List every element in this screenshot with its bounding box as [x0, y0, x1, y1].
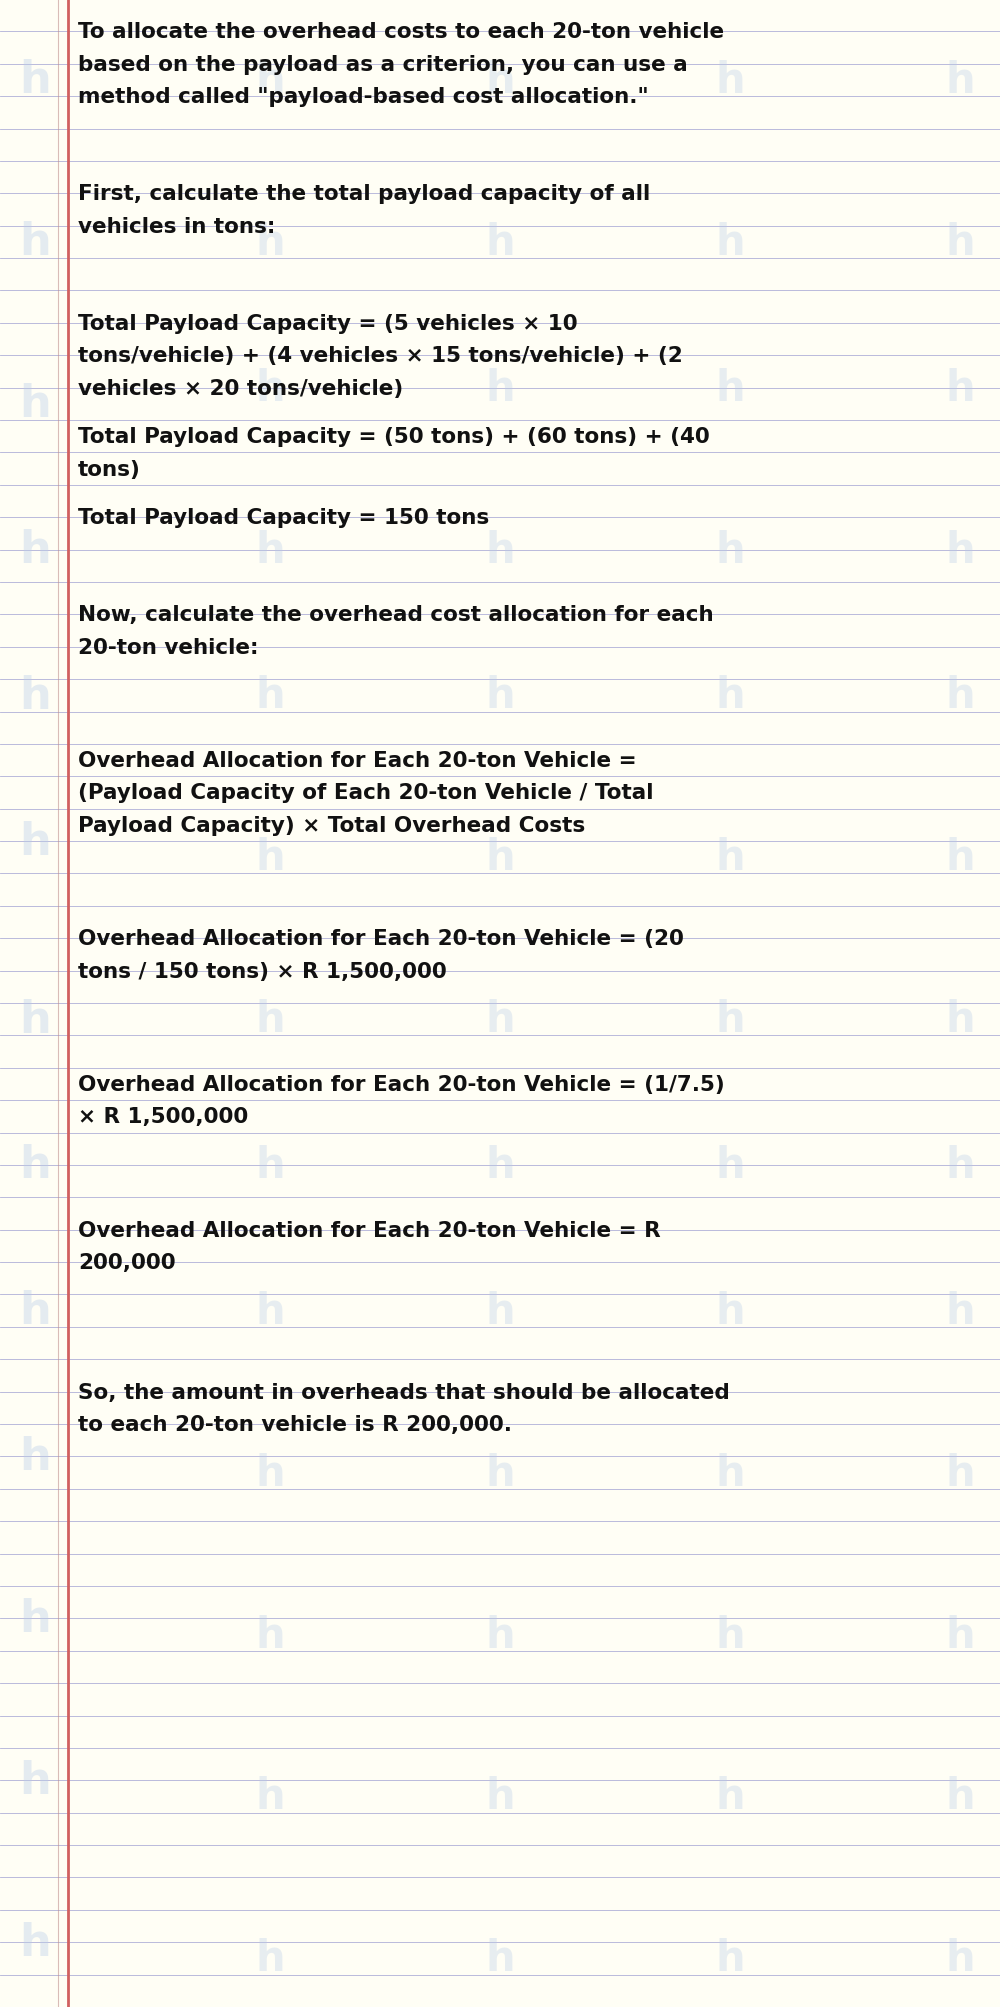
Text: h: h: [945, 1776, 975, 1818]
Text: h: h: [255, 999, 285, 1042]
Text: h: h: [255, 1144, 285, 1186]
Text: h: h: [945, 674, 975, 716]
Text: h: h: [19, 1144, 51, 1186]
Text: h: h: [485, 674, 515, 716]
Text: h: h: [19, 821, 51, 863]
Text: h: h: [945, 60, 975, 102]
Text: h: h: [715, 1776, 745, 1818]
Text: Overhead Allocation for Each 20-ton Vehicle = (1/7.5): Overhead Allocation for Each 20-ton Vehi…: [78, 1074, 725, 1094]
Text: h: h: [19, 221, 51, 265]
Text: h: h: [945, 530, 975, 572]
Text: h: h: [485, 1291, 515, 1333]
Text: h: h: [715, 1937, 745, 1979]
Text: So, the amount in overheads that should be allocated: So, the amount in overheads that should …: [78, 1383, 730, 1403]
Text: h: h: [19, 1758, 51, 1802]
Text: h: h: [485, 1451, 515, 1493]
Text: h: h: [715, 223, 745, 263]
Text: h: h: [19, 60, 51, 102]
Text: Overhead Allocation for Each 20-ton Vehicle =: Overhead Allocation for Each 20-ton Vehi…: [78, 751, 637, 771]
Text: h: h: [255, 674, 285, 716]
Text: h: h: [255, 1776, 285, 1818]
Text: h: h: [255, 367, 285, 409]
Text: h: h: [715, 1614, 745, 1656]
Text: h: h: [945, 367, 975, 409]
Text: h: h: [485, 223, 515, 263]
Text: h: h: [945, 1614, 975, 1656]
Text: h: h: [715, 837, 745, 879]
Text: h: h: [945, 1451, 975, 1493]
Text: based on the payload as a criterion, you can use a: based on the payload as a criterion, you…: [78, 54, 688, 74]
Text: h: h: [485, 1614, 515, 1656]
Text: method called "payload-based cost allocation.": method called "payload-based cost alloca…: [78, 86, 649, 106]
Text: h: h: [485, 60, 515, 102]
Text: Total Payload Capacity = (5 vehicles × 10: Total Payload Capacity = (5 vehicles × 1…: [78, 313, 578, 333]
Text: h: h: [945, 1291, 975, 1333]
Text: tons): tons): [78, 460, 141, 480]
Text: h: h: [485, 837, 515, 879]
Text: × R 1,500,000: × R 1,500,000: [78, 1106, 248, 1126]
Text: h: h: [945, 999, 975, 1042]
Text: Total Payload Capacity = 150 tons: Total Payload Capacity = 150 tons: [78, 508, 489, 528]
Text: h: h: [485, 999, 515, 1042]
Text: h: h: [945, 223, 975, 263]
Text: h: h: [945, 1937, 975, 1979]
Text: (Payload Capacity of Each 20-ton Vehicle / Total: (Payload Capacity of Each 20-ton Vehicle…: [78, 783, 654, 803]
Text: h: h: [255, 1614, 285, 1656]
Text: h: h: [485, 1144, 515, 1186]
Text: Now, calculate the overhead cost allocation for each: Now, calculate the overhead cost allocat…: [78, 604, 714, 624]
Text: h: h: [19, 1921, 51, 1963]
Text: h: h: [715, 530, 745, 572]
Text: tons/vehicle) + (4 vehicles × 15 tons/vehicle) + (2: tons/vehicle) + (4 vehicles × 15 tons/ve…: [78, 345, 683, 365]
Text: h: h: [715, 1291, 745, 1333]
Text: To allocate the overhead costs to each 20-ton vehicle: To allocate the overhead costs to each 2…: [78, 22, 724, 42]
Text: h: h: [19, 1435, 51, 1479]
Text: h: h: [19, 1598, 51, 1640]
Text: h: h: [945, 837, 975, 879]
Text: to each 20-ton vehicle is R 200,000.: to each 20-ton vehicle is R 200,000.: [78, 1415, 512, 1435]
Text: h: h: [715, 367, 745, 409]
Text: Payload Capacity) × Total Overhead Costs: Payload Capacity) × Total Overhead Costs: [78, 815, 585, 835]
Text: h: h: [19, 997, 51, 1042]
Text: h: h: [485, 1937, 515, 1979]
Text: h: h: [255, 1451, 285, 1493]
Text: h: h: [255, 1937, 285, 1979]
Text: h: h: [255, 1291, 285, 1333]
Text: tons / 150 tons) × R 1,500,000: tons / 150 tons) × R 1,500,000: [78, 961, 447, 981]
Text: h: h: [19, 674, 51, 716]
Text: h: h: [255, 223, 285, 263]
Text: Total Payload Capacity = (50 tons) + (60 tons) + (40: Total Payload Capacity = (50 tons) + (60…: [78, 427, 710, 448]
Text: 20-ton vehicle:: 20-ton vehicle:: [78, 638, 258, 658]
Text: h: h: [715, 674, 745, 716]
Text: h: h: [945, 1144, 975, 1186]
Text: h: h: [715, 1144, 745, 1186]
Text: Overhead Allocation for Each 20-ton Vehicle = R: Overhead Allocation for Each 20-ton Vehi…: [78, 1220, 661, 1240]
Text: h: h: [715, 999, 745, 1042]
Text: h: h: [715, 1451, 745, 1493]
Text: h: h: [485, 1776, 515, 1818]
Text: h: h: [255, 530, 285, 572]
Text: 200,000: 200,000: [78, 1252, 176, 1272]
Text: h: h: [485, 530, 515, 572]
Text: First, calculate the total payload capacity of all: First, calculate the total payload capac…: [78, 185, 650, 205]
Text: vehicles × 20 tons/vehicle): vehicles × 20 tons/vehicle): [78, 379, 403, 399]
Text: h: h: [255, 837, 285, 879]
Text: h: h: [19, 1291, 51, 1333]
Text: h: h: [485, 367, 515, 409]
Text: Overhead Allocation for Each 20-ton Vehicle = (20: Overhead Allocation for Each 20-ton Vehi…: [78, 929, 684, 949]
Text: vehicles in tons:: vehicles in tons:: [78, 217, 275, 237]
Text: h: h: [715, 60, 745, 102]
Text: h: h: [19, 383, 51, 425]
Text: h: h: [19, 528, 51, 572]
Text: h: h: [255, 60, 285, 102]
